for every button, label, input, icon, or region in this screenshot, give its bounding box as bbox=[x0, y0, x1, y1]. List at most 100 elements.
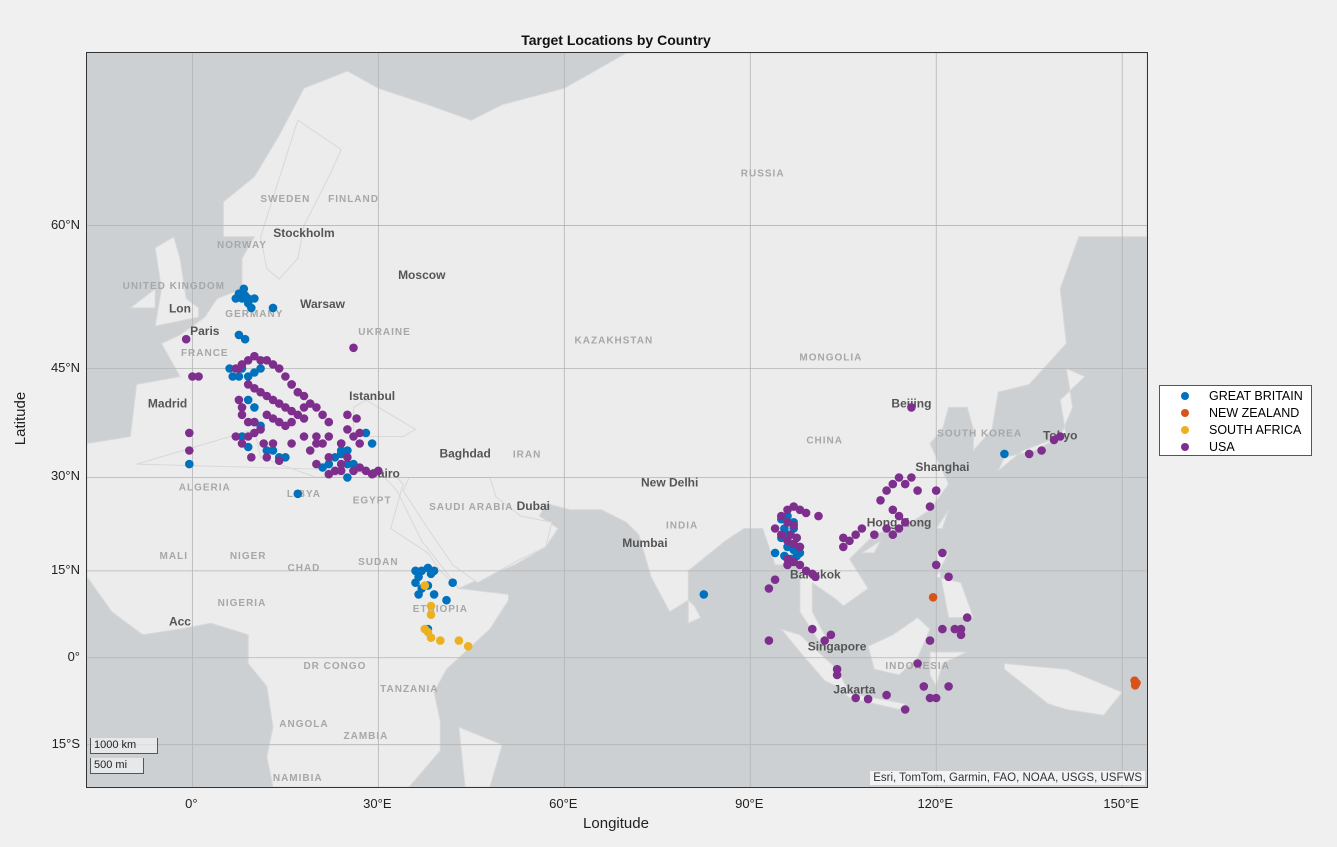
data-point bbox=[228, 372, 237, 381]
landmass bbox=[260, 119, 342, 280]
data-point bbox=[299, 391, 309, 401]
legend-label: USA bbox=[1209, 439, 1235, 454]
map-attribution: Esri, TomTom, Garmin, FAO, NOAA, USGS, U… bbox=[870, 771, 1145, 785]
place-label: IRAN bbox=[513, 449, 541, 460]
landmass bbox=[128, 287, 156, 309]
data-point bbox=[352, 414, 361, 423]
data-point bbox=[882, 486, 891, 495]
data-point bbox=[234, 330, 244, 340]
place-label: KAZAKHSTAN bbox=[575, 336, 654, 347]
data-point bbox=[237, 410, 247, 420]
place-label: FINLAND bbox=[328, 194, 379, 205]
legend-marker bbox=[1181, 442, 1189, 451]
data-point bbox=[336, 446, 346, 455]
data-point bbox=[237, 360, 247, 369]
data-point bbox=[234, 372, 244, 381]
data-point bbox=[426, 610, 436, 619]
data-point bbox=[349, 432, 358, 441]
data-point bbox=[454, 636, 464, 645]
x-tick-label: 60°E bbox=[549, 796, 578, 811]
data-point bbox=[349, 343, 358, 353]
legend-marker bbox=[1181, 425, 1189, 434]
data-point bbox=[420, 581, 430, 590]
data-points bbox=[181, 284, 1141, 714]
data-point bbox=[281, 403, 290, 412]
place-label: SWEDEN bbox=[260, 194, 310, 205]
place-label: ANGOLA bbox=[279, 719, 328, 730]
data-point bbox=[913, 486, 922, 495]
place-label: DR CONGO bbox=[303, 661, 366, 672]
data-point bbox=[225, 364, 234, 373]
data-point bbox=[268, 303, 278, 313]
data-point bbox=[928, 593, 938, 602]
data-point bbox=[318, 439, 327, 448]
legend-item[interactable]: SOUTH AFRICA bbox=[1160, 421, 1301, 438]
data-point bbox=[262, 410, 272, 420]
place-label: ALGERIA bbox=[179, 483, 231, 494]
data-point bbox=[262, 356, 272, 365]
data-point bbox=[907, 473, 916, 482]
place-label: TANZANIA bbox=[380, 684, 438, 695]
place-label: UKRAINE bbox=[358, 327, 411, 338]
y-tick-label: 15°N bbox=[50, 561, 80, 577]
legend-item[interactable]: NEW ZEALAND bbox=[1160, 404, 1299, 421]
data-point bbox=[250, 351, 259, 361]
data-point bbox=[355, 428, 365, 438]
landmass bbox=[402, 477, 553, 584]
data-point bbox=[287, 380, 296, 389]
data-point bbox=[777, 530, 786, 539]
data-point bbox=[243, 356, 253, 365]
data-point bbox=[442, 595, 451, 605]
place-label: SUDAN bbox=[358, 557, 399, 568]
landmass bbox=[87, 53, 1147, 787]
data-point bbox=[330, 466, 340, 476]
data-point bbox=[259, 439, 268, 448]
data-point bbox=[894, 511, 904, 521]
place-label: Lon bbox=[169, 301, 191, 315]
legend-item[interactable]: GREAT BRITAIN bbox=[1160, 387, 1303, 404]
data-point bbox=[888, 530, 898, 539]
data-point bbox=[281, 421, 290, 431]
legend-item[interactable]: USA bbox=[1160, 438, 1235, 455]
data-point bbox=[900, 705, 910, 714]
data-point bbox=[240, 334, 250, 344]
data-point bbox=[900, 479, 910, 489]
data-point bbox=[894, 524, 904, 533]
data-point bbox=[250, 403, 259, 412]
data-point bbox=[900, 518, 910, 527]
data-point bbox=[801, 508, 811, 518]
map-axes[interactable]: RUSSIA SWEDEN FINLAND NORWAY Stockholm Moscow… bbox=[86, 52, 1148, 788]
data-point bbox=[274, 399, 284, 408]
data-point bbox=[931, 693, 941, 703]
data-point bbox=[243, 294, 253, 303]
place-label: LIBYA bbox=[287, 489, 321, 500]
x-tick-label: 30°E bbox=[363, 796, 392, 811]
place-label: Jakarta bbox=[833, 682, 875, 696]
x-tick-label: 120°E bbox=[917, 796, 954, 811]
landmass bbox=[935, 509, 950, 529]
y-axis-label: Latitude bbox=[12, 391, 30, 446]
data-point bbox=[281, 372, 290, 381]
legend[interactable]: GREAT BRITAIN NEW ZEALAND SOUTH AFRICA USA bbox=[1159, 385, 1312, 456]
data-point bbox=[256, 364, 265, 373]
data-point bbox=[324, 417, 334, 427]
data-point bbox=[913, 659, 922, 668]
data-point bbox=[367, 439, 377, 448]
place-label: New Delhi bbox=[641, 476, 698, 490]
data-point bbox=[950, 624, 960, 634]
place-label: SOUTH KOREA bbox=[937, 428, 1022, 439]
data-point bbox=[239, 284, 249, 294]
place-label: Baghdad bbox=[439, 446, 490, 460]
data-point bbox=[243, 372, 253, 381]
landmass bbox=[867, 616, 931, 676]
place-label: Hong Kong bbox=[867, 516, 932, 530]
data-point bbox=[250, 368, 259, 377]
landmass bbox=[935, 552, 975, 619]
data-point bbox=[944, 572, 953, 582]
data-point bbox=[318, 410, 327, 420]
data-point bbox=[888, 505, 898, 515]
data-point bbox=[274, 417, 284, 427]
data-point bbox=[1024, 449, 1034, 459]
data-point bbox=[938, 548, 947, 558]
data-point bbox=[870, 530, 879, 539]
